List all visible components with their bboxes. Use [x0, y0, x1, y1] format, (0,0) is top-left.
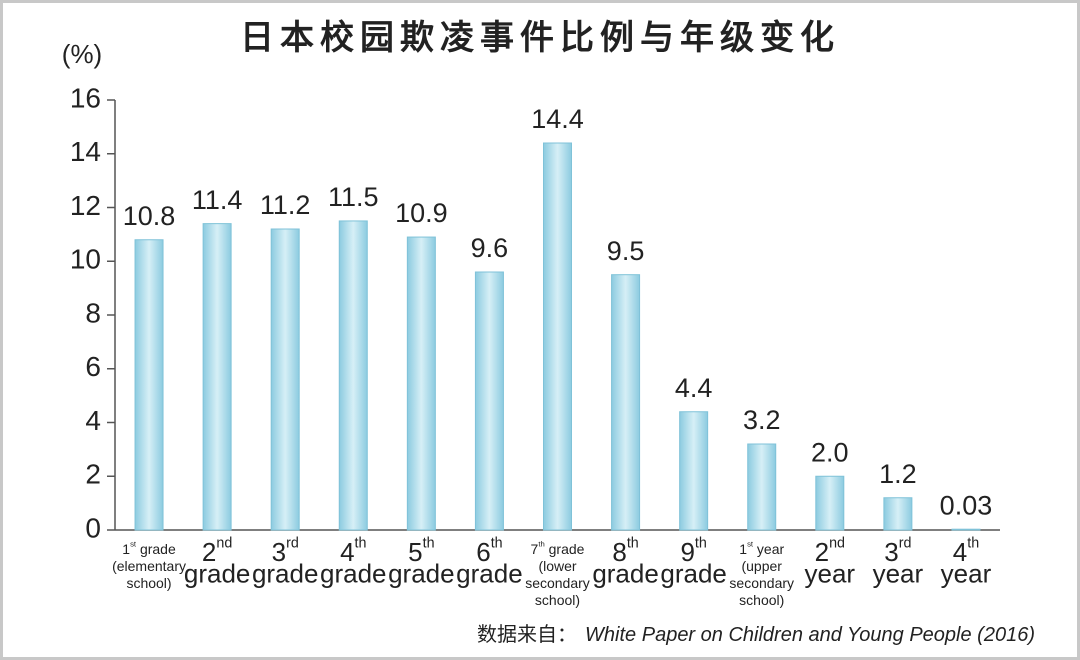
value-label: 9.5 [607, 236, 645, 266]
y-tick-label: 12 [70, 190, 101, 221]
bar [951, 528, 981, 531]
y-tick-label: 4 [85, 405, 101, 436]
value-label: 4.4 [675, 373, 713, 403]
x-tick-label: 6th grade [456, 535, 523, 588]
value-label: 9.6 [471, 233, 509, 263]
x-tick-label: 1st year (upper secondary school) [729, 539, 794, 607]
x-tick-label: 2nd year [805, 535, 856, 588]
value-label: 10.9 [395, 198, 448, 228]
x-tick-label: 1st grade (elementary school) [112, 539, 186, 590]
bar [815, 475, 845, 531]
y-tick-label: 6 [85, 351, 101, 382]
value-label: 10.8 [123, 201, 176, 231]
value-label: 14.4 [531, 104, 584, 134]
x-tick-label: 5th grade [388, 535, 455, 588]
bar [747, 443, 777, 531]
bar [474, 271, 504, 531]
value-label: 11.5 [328, 182, 379, 212]
bar [202, 223, 232, 531]
source-note: 数据来自： White Paper on Children and Young P… [477, 623, 1035, 646]
value-label: 11.4 [192, 185, 243, 215]
x-tick-label: 9th grade [660, 535, 727, 588]
x-tick-label: 3rd grade [252, 535, 319, 588]
bar [270, 228, 300, 531]
x-tick-label: 4th year [941, 535, 992, 588]
bar [883, 497, 913, 531]
source-prefix: 数据来自： [477, 623, 577, 646]
x-tick-label: 7th grade (lower secondary school) [525, 539, 590, 607]
bar [611, 274, 641, 531]
y-tick-label: 8 [85, 297, 101, 328]
y-tick-label: 2 [85, 459, 101, 490]
x-tick-label: 4th grade [320, 535, 387, 588]
y-tick-label: 16 [70, 82, 101, 113]
bar [406, 236, 436, 531]
bar [679, 411, 709, 531]
y-tick-label: 10 [70, 244, 101, 275]
source-text: White Paper on Children and Young People… [585, 624, 1035, 646]
value-label: 0.03 [940, 490, 993, 520]
value-label: 2.0 [811, 437, 849, 467]
chart-title: 日本校园欺凌事件比例与年级变化 [240, 19, 840, 57]
x-tick-label: 8th grade [592, 535, 659, 588]
bar [134, 239, 164, 531]
bar [338, 220, 368, 531]
y-tick-label: 14 [70, 136, 101, 167]
y-tick-label: 0 [85, 512, 101, 543]
y-axis-label: (%) [62, 39, 102, 69]
value-label: 3.2 [743, 405, 781, 435]
x-tick-label: 3rd year [873, 535, 924, 588]
bar [543, 142, 572, 531]
value-label: 1.2 [879, 459, 917, 489]
value-label: 11.2 [260, 190, 311, 220]
x-tick-label: 2nd grade [184, 535, 251, 588]
